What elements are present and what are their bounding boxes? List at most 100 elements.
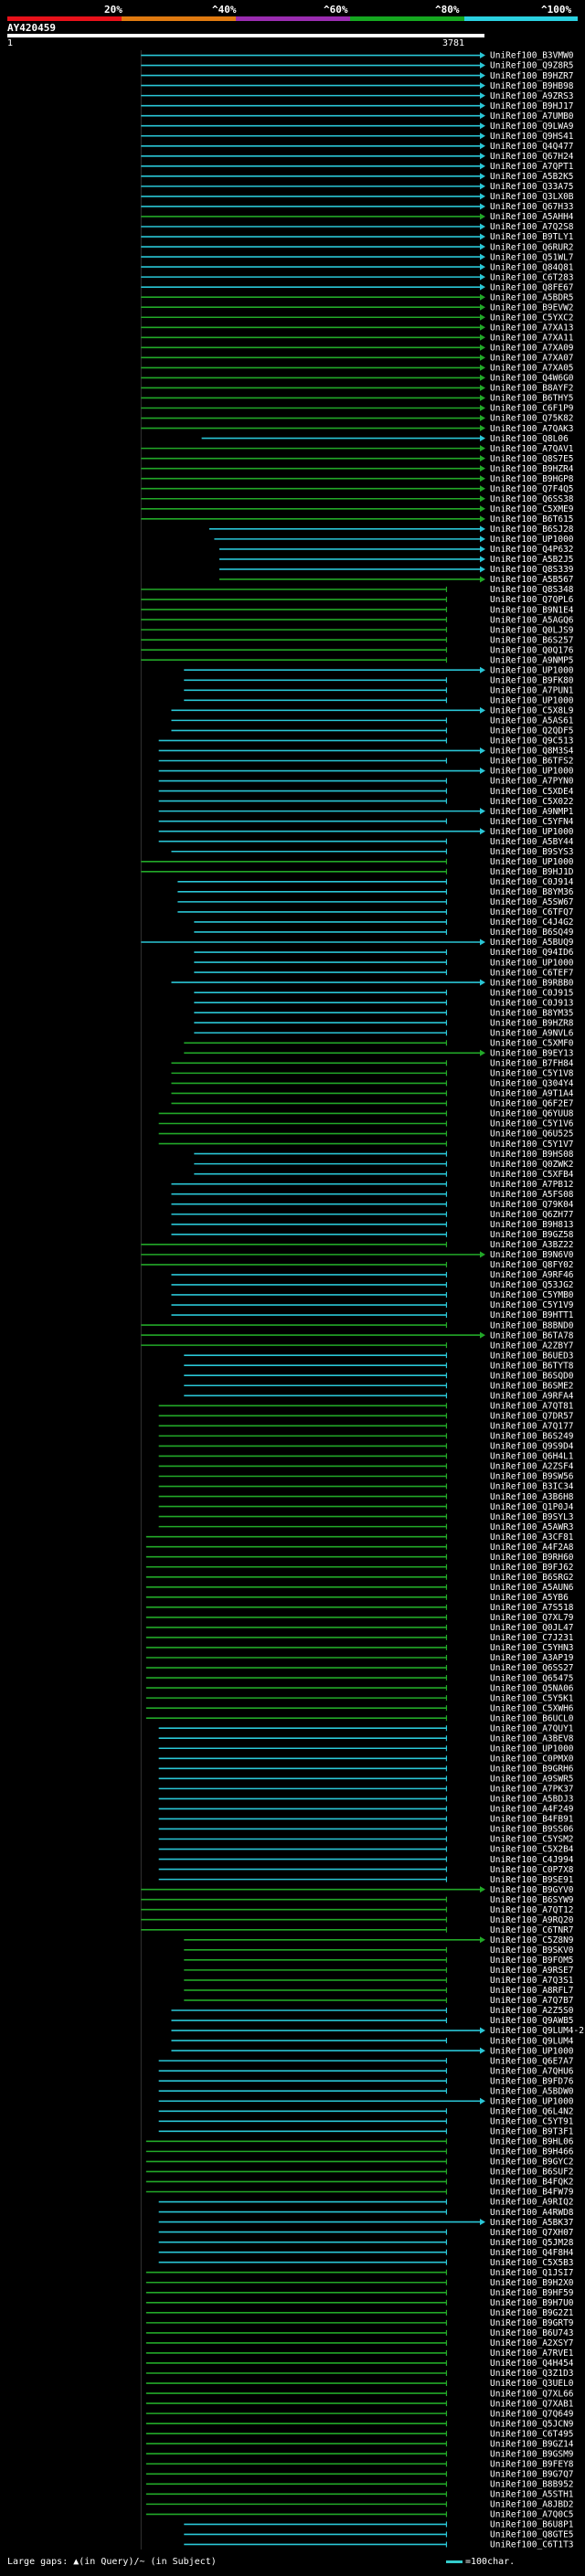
hit-row[interactable]: UniRef100_A8RFL7 <box>184 1986 574 1996</box>
hit-row[interactable]: UniRef100_UP1000 <box>141 857 574 867</box>
hit-label[interactable]: UniRef100_C5XMF0 <box>490 1038 574 1048</box>
hit-row[interactable]: UniRef100_Q94ID6 <box>194 948 574 958</box>
hit-row[interactable]: UniRef100_B8B952 <box>145 2480 574 2490</box>
hit-row[interactable]: UniRef100_B9H813 <box>171 1220 574 1230</box>
hit-label[interactable]: UniRef100_A8RFL7 <box>490 1986 574 1996</box>
hit-label[interactable]: UniRef100_A9RF46 <box>490 1270 574 1280</box>
hit-label[interactable]: UniRef100_A5AGQ6 <box>490 615 574 625</box>
hit-row[interactable]: UniRef100_B6SJ28 <box>208 525 574 535</box>
hit-label[interactable]: UniRef100_C5Z8N9 <box>490 1935 574 1945</box>
hit-label[interactable]: UniRef100_B6SME2 <box>490 1381 574 1391</box>
hit-label[interactable]: UniRef100_A7QAV1 <box>490 444 574 454</box>
hit-row[interactable]: UniRef100_A9T1A4 <box>171 1089 574 1099</box>
hit-row[interactable]: UniRef100_B6SME2 <box>184 1381 574 1391</box>
hit-row[interactable]: UniRef100_A7XA11 <box>141 334 574 344</box>
hit-label[interactable]: UniRef100_B9SYS3 <box>490 847 574 857</box>
hit-row[interactable]: UniRef100_A5SW67 <box>177 897 574 907</box>
hit-label[interactable]: UniRef100_Q0ZWK2 <box>490 1160 574 1170</box>
hit-label[interactable]: UniRef100_Q7DR57 <box>490 1412 574 1422</box>
hit-label[interactable]: UniRef100_C6T283 <box>490 272 574 282</box>
hit-row[interactable]: UniRef100_A2Z5S0 <box>171 2006 574 2016</box>
hit-label[interactable]: UniRef100_B9HZR8 <box>490 1018 574 1028</box>
hit-label[interactable]: UniRef100_C6F1P9 <box>490 404 574 414</box>
hit-row[interactable]: UniRef100_Q304Y4 <box>171 1079 574 1089</box>
hit-row[interactable]: UniRef100_B6SQ49 <box>194 928 574 938</box>
hit-row[interactable]: UniRef100_A5BDR5 <box>141 292 574 302</box>
hit-label[interactable]: UniRef100_B4FB91 <box>490 1815 574 1825</box>
hit-row[interactable]: UniRef100_C5Z8N9 <box>184 1935 574 1945</box>
hit-label[interactable]: UniRef100_B9H813 <box>490 1220 574 1230</box>
hit-row[interactable]: UniRef100_A7QT81 <box>158 1401 574 1411</box>
hit-label[interactable]: UniRef100_Q7XAB1 <box>490 2399 574 2409</box>
hit-label[interactable]: UniRef100_A5AS61 <box>490 716 574 726</box>
hit-label[interactable]: UniRef100_Q79K04 <box>490 1200 574 1210</box>
hit-row[interactable]: UniRef100_B9H2X0 <box>145 2278 574 2288</box>
hit-label[interactable]: UniRef100_A7PK37 <box>490 1785 574 1795</box>
hit-row[interactable]: UniRef100_A8JBD2 <box>145 2500 574 2510</box>
hit-label[interactable]: UniRef100_B6UED3 <box>490 1351 574 1361</box>
hit-row[interactable]: UniRef100_A5AHH4 <box>141 212 574 222</box>
hit-label[interactable]: UniRef100_B9SKV0 <box>490 1945 574 1956</box>
hit-row[interactable]: UniRef100_B9FEY8 <box>145 2459 574 2469</box>
hit-label[interactable]: UniRef100_B9HJ1D <box>490 867 574 877</box>
hit-label[interactable]: UniRef100_C5XFB4 <box>490 1170 574 1180</box>
hit-row[interactable]: UniRef100_A9NMP1 <box>158 807 574 817</box>
hit-row[interactable]: UniRef100_UP1000 <box>184 665 574 675</box>
hit-row[interactable]: UniRef100_Q9S9D4 <box>158 1442 574 1452</box>
hit-row[interactable]: UniRef100_Q9LUM4 <box>171 2036 574 2046</box>
hit-label[interactable]: UniRef100_Q6ZH77 <box>490 1210 574 1220</box>
hit-row[interactable]: UniRef100_A7QT12 <box>141 1905 574 1915</box>
hit-row[interactable]: UniRef100_B8YM36 <box>177 887 574 897</box>
hit-row[interactable]: UniRef100_Q4Q477 <box>141 142 574 152</box>
hit-row[interactable]: UniRef100_Q0ZWK2 <box>194 1160 574 1170</box>
hit-row[interactable]: UniRef100_Q7Q649 <box>145 2409 574 2419</box>
hit-label[interactable]: UniRef100_B9GRH6 <box>490 1765 574 1775</box>
hit-label[interactable]: UniRef100_A7XA13 <box>490 323 574 333</box>
hit-label[interactable]: UniRef100_B9H466 <box>490 2147 574 2157</box>
hit-row[interactable]: UniRef100_Q75K82 <box>141 414 574 424</box>
hit-row[interactable]: UniRef100_Q0Q176 <box>141 645 574 655</box>
hit-label[interactable]: UniRef100_A9NMP5 <box>490 655 574 665</box>
hit-label[interactable]: UniRef100_Q75K82 <box>490 414 574 424</box>
hit-label[interactable]: UniRef100_Q67H33 <box>490 202 574 212</box>
hit-label[interactable]: UniRef100_A5B567 <box>490 575 574 585</box>
hit-row[interactable]: UniRef100_B9FJ62 <box>145 1563 574 1573</box>
hit-row[interactable]: UniRef100_Q79K04 <box>171 1200 574 1210</box>
hit-row[interactable]: UniRef100_A7QAV1 <box>141 444 574 454</box>
hit-label[interactable]: UniRef100_B9N1E4 <box>490 605 574 615</box>
hit-row[interactable]: UniRef100_C6F1P9 <box>141 404 574 414</box>
hit-row[interactable]: UniRef100_UP1000 <box>194 958 574 968</box>
hit-row[interactable]: UniRef100_B9HGP8 <box>141 474 574 484</box>
hit-label[interactable]: UniRef100_C5Y1V8 <box>490 1069 574 1079</box>
hit-row[interactable]: UniRef100_B9FOM5 <box>184 1956 574 1966</box>
hit-row[interactable]: UniRef100_Q1JSI7 <box>145 2268 574 2278</box>
hit-label[interactable]: UniRef100_C5Y5K1 <box>490 1693 574 1703</box>
hit-label[interactable]: UniRef100_B9RH60 <box>490 1553 574 1563</box>
hit-row[interactable]: UniRef100_B9HJ17 <box>141 101 574 111</box>
hit-label[interactable]: UniRef100_A7RVE1 <box>490 2348 574 2359</box>
hit-label[interactable]: UniRef100_B9HGP8 <box>490 474 574 484</box>
hit-row[interactable]: UniRef100_C7J231 <box>145 1633 574 1643</box>
hit-label[interactable]: UniRef100_Q53JG2 <box>490 1280 574 1290</box>
hit-label[interactable]: UniRef100_Q6YUU8 <box>490 1109 574 1119</box>
hit-label[interactable]: UniRef100_UP1000 <box>490 767 574 777</box>
hit-row[interactable]: UniRef100_A9NMP5 <box>141 655 574 665</box>
hit-label[interactable]: UniRef100_Q5JCN9 <box>490 2419 574 2429</box>
hit-row[interactable]: UniRef100_A3CF81 <box>145 1532 574 1542</box>
hit-label[interactable]: UniRef100_Q0JL47 <box>490 1623 574 1633</box>
hit-label[interactable]: UniRef100_Q8FE67 <box>490 282 574 292</box>
hit-row[interactable]: UniRef100_A7Q2S8 <box>141 222 574 232</box>
hit-label[interactable]: UniRef100_Q7F4Q5 <box>490 484 574 494</box>
hit-label[interactable]: UniRef100_Q7XL66 <box>490 2389 574 2399</box>
hit-label[interactable]: UniRef100_B4FQK2 <box>490 2178 574 2188</box>
hit-row[interactable]: UniRef100_Q9HS41 <box>141 132 574 142</box>
hit-label[interactable]: UniRef100_C5X2B4 <box>490 1845 574 1855</box>
hit-label[interactable]: UniRef100_B6TYT8 <box>490 1361 574 1371</box>
hit-label[interactable]: UniRef100_A7QPT1 <box>490 162 574 172</box>
hit-label[interactable]: UniRef100_C5Y1V9 <box>490 1300 574 1310</box>
hit-row[interactable]: UniRef100_B9HL06 <box>145 2137 574 2147</box>
hit-row[interactable]: UniRef100_A9SWR5 <box>158 1775 574 1785</box>
hit-row[interactable]: UniRef100_B9T3F1 <box>158 2127 574 2137</box>
hit-label[interactable]: UniRef100_Q5JM28 <box>490 2238 574 2248</box>
hit-label[interactable]: UniRef100_B3IC34 <box>490 1482 574 1492</box>
